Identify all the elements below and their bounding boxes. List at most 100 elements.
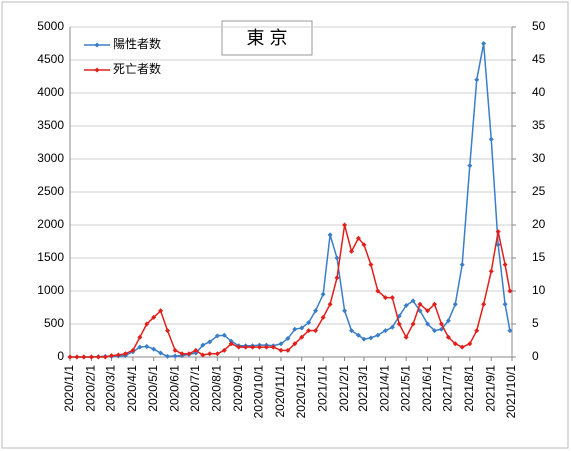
y-tick-label: 0 [57,349,64,363]
marker [488,268,494,274]
marker [151,314,157,320]
marker [200,342,206,348]
y2-tick-label: 15 [532,250,546,264]
y-tick-label: 2500 [37,184,64,198]
marker [396,321,402,327]
x-tick-label: 2020/12/1 [294,365,308,419]
marker [320,314,326,320]
marker [334,255,340,261]
marker [361,336,367,342]
marker [438,326,444,332]
marker [474,328,480,334]
marker [207,351,213,357]
marker [488,136,494,142]
marker [445,318,451,324]
x-tick-label: 2020/3/1 [104,365,118,412]
x-tick-label: 2021/9/1 [483,365,497,412]
x-tick-label: 2020/9/1 [231,365,245,412]
marker [243,344,249,350]
marker [382,295,388,301]
marker [306,320,312,326]
marker [452,301,458,307]
marker [137,344,143,350]
marker [375,332,381,338]
series-line [70,43,511,358]
y2-tick-label: 10 [532,283,546,297]
x-tick-label: 2020/8/1 [210,365,224,412]
y-tick-label: 5000 [37,19,64,33]
marker [278,347,284,353]
marker [495,242,501,248]
series-line [70,224,511,358]
marker [165,328,171,334]
x-tick-label: 2021/5/1 [398,365,412,412]
marker [144,321,150,327]
marker [122,351,128,357]
marker [389,324,395,330]
marker [221,347,227,353]
marker [368,262,374,268]
marker [313,308,319,314]
y2-tick-label: 25 [532,184,546,198]
marker [172,353,178,359]
marker [467,341,473,347]
x-tick-label: 2020/11/1 [273,365,287,418]
marker [349,328,355,334]
marker [438,321,444,327]
y-tick-label: 2000 [37,217,64,231]
marker [74,354,80,360]
marker [382,328,388,334]
marker [228,338,234,344]
marker [179,351,185,357]
x-tick-label: 2020/5/1 [146,365,160,412]
marker [410,321,416,327]
marker [467,163,473,169]
x-tick-label: 2020/7/1 [188,365,202,412]
legend-marker [94,67,100,73]
marker [172,347,178,353]
x-tick-label: 2021/6/1 [420,365,434,412]
chart-title: 東 京 [246,28,287,48]
marker [299,334,305,340]
marker [67,354,73,360]
marker [459,262,465,268]
y-tick-label: 1000 [37,283,64,297]
marker [368,335,374,341]
y2-tick-label: 0 [532,349,539,363]
marker [313,328,319,334]
marker [278,341,284,347]
y-tick-label: 3000 [37,151,64,165]
marker [320,291,326,297]
marker [88,354,94,360]
y2-tick-label: 40 [532,85,546,99]
marker [403,334,409,340]
y-tick-label: 500 [44,316,64,330]
marker [361,242,367,248]
marker [355,332,361,338]
y2-tick-label: 45 [532,52,546,66]
marker [355,235,361,241]
marker [432,328,438,334]
y-tick-label: 4500 [37,52,64,66]
marker [285,347,291,353]
x-tick-label: 2020/1/1 [62,365,76,412]
marker [432,301,438,307]
marker [270,344,276,350]
marker [221,332,227,338]
marker [502,262,508,268]
marker [95,354,101,360]
y2-tick-label: 35 [532,118,546,132]
marker [109,353,115,359]
marker [257,344,263,350]
y2-tick-label: 30 [532,151,546,165]
marker [144,343,150,349]
legend-label: 死亡者数 [113,61,161,76]
x-tick-label: 2021/10/1 [504,365,518,419]
marker [193,347,199,353]
marker [250,344,256,350]
marker [186,351,192,357]
marker [292,341,298,347]
marker [137,334,143,340]
x-tick-label: 2020/10/1 [252,365,266,419]
